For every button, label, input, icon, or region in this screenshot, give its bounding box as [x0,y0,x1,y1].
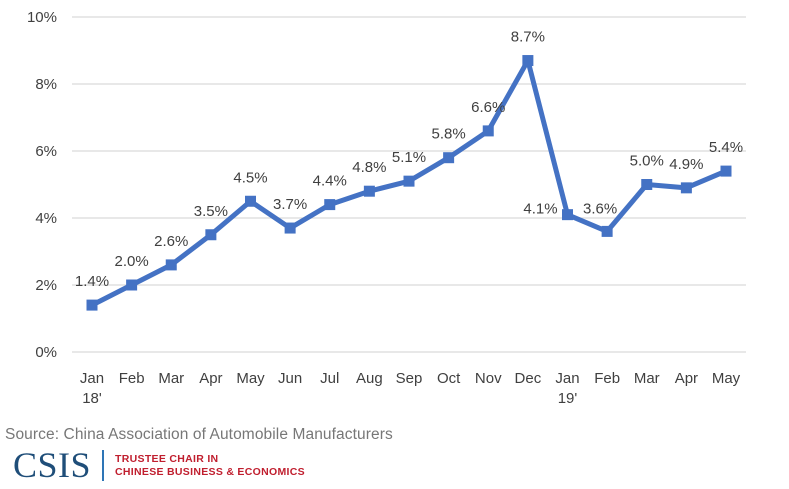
data-point-label: 6.6% [471,99,505,116]
x-tick-label: Feb [594,370,620,387]
data-point-label: 4.8% [352,159,386,176]
y-tick-label: 2% [35,277,57,294]
data-point-marker [680,182,692,194]
data-point-marker [522,55,534,67]
x-tick-label: Jul [320,370,339,387]
x-tick-label: Jun [278,370,302,387]
data-point-marker [363,185,375,197]
data-point-label: 3.7% [273,196,307,213]
logo-program-name: TRUSTEE CHAIR IN CHINESE BUSINESS & ECON… [115,453,305,479]
x-tick-label: Mar [634,370,660,387]
csis-wordmark: CSIS [13,445,92,485]
data-point-label: 2.6% [154,233,188,250]
data-point-label: 4.1% [523,201,557,218]
x-tick-label: Oct [437,370,461,387]
data-point-label: 4.4% [313,173,347,190]
data-point-label: 5.1% [392,149,426,166]
data-point-label: 3.6% [583,200,617,217]
logo-line1: TRUSTEE CHAIR IN [115,452,219,465]
logo-line2: CHINESE BUSINESS & ECONOMICS [115,465,305,478]
data-point-label: 3.5% [194,203,228,220]
y-tick-label: 4% [35,210,57,227]
data-point-label: 5.8% [432,126,466,143]
data-point-label: 5.4% [709,139,743,156]
data-point-label: 4.5% [233,169,267,186]
data-point-marker [403,175,415,187]
data-point-label: 4.9% [669,156,703,173]
year-label: 19' [558,390,578,407]
x-tick-label: Jan [80,370,104,387]
x-tick-label: Aug [356,370,383,387]
x-tick-label: Nov [475,370,502,387]
data-point-marker [284,222,296,234]
x-tick-label: Feb [119,370,145,387]
y-tick-label: 6% [35,143,57,160]
source-note: Source: China Association of Automobile … [5,426,393,443]
data-point-label: 2.0% [115,253,149,270]
x-tick-label: May [712,370,741,387]
data-point-marker [324,199,336,211]
x-tick-label: May [236,370,265,387]
data-point-label: 5.0% [630,153,664,170]
csis-logo: CSIS TRUSTEE CHAIR IN CHINESE BUSINESS &… [13,445,305,485]
logo-divider [102,450,105,481]
x-tick-label: Dec [515,370,542,387]
x-tick-label: Apr [199,370,222,387]
data-point-marker [482,125,494,137]
y-tick-label: 8% [35,76,57,93]
data-point-marker [165,259,177,271]
x-tick-label: Mar [158,370,184,387]
x-tick-label: Sep [396,370,423,387]
data-point-marker [443,152,455,164]
data-point-marker [245,195,256,207]
data-point-marker [126,279,138,291]
data-point-marker [601,225,613,237]
data-point-marker [86,299,98,311]
data-point-marker [562,209,573,221]
data-point-marker [641,179,653,190]
x-tick-label: Apr [675,370,698,387]
year-label: 18' [82,390,102,407]
data-point-label: 1.4% [75,273,109,290]
x-tick-label: Jan [555,370,579,387]
data-point-marker [205,229,217,241]
y-tick-label: 10% [27,9,57,26]
line-chart: 0% 2% 4% 6% 8% 10% Jan Feb Mar Apr May Jun Jul Aug Sep… [27,9,746,407]
data-point-label: 8.7% [511,29,545,46]
data-point-marker [720,165,732,177]
y-tick-label: 0% [35,344,57,361]
